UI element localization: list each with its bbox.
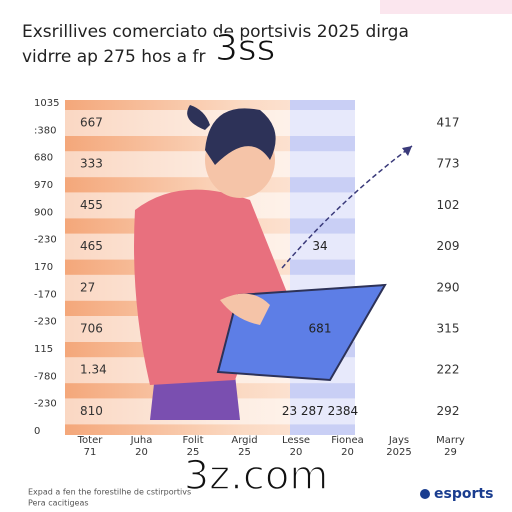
ponytail [187,105,210,130]
row-left: 1.34 [80,363,107,377]
axis-label: 170 [34,262,53,273]
column-label: Fionea [331,435,364,446]
hair [205,108,276,165]
axis-label: 680 [34,153,53,164]
footer-line: Pera cacitigeas [28,499,89,508]
column-label: Jays [388,435,409,446]
axis-label: -170 [34,289,57,300]
row-band [65,398,480,425]
column-sub: 25 [238,447,251,458]
column-sub: 2025 [386,447,411,458]
logo-icon [420,489,430,499]
row-left: 667 [80,116,103,130]
axis-label: :380 [34,125,56,136]
column-sub: 25 [187,447,200,458]
column-sub: 20 [290,447,303,458]
row-left: 455 [80,198,103,212]
column-sub: 20 [341,447,354,458]
row-left: 465 [80,239,103,253]
axis-label: -230 [34,317,57,328]
row-right: 290 [437,280,460,294]
title-line: Exsrillives comerciato de portsivis 2025… [22,22,409,42]
column-label: Toter [77,435,104,446]
column-label: Marry [436,435,465,446]
column-label: Lesse [282,435,310,446]
axis-label: 115 [34,344,53,355]
row-left: 27 [80,280,95,294]
axis-label: 970 [34,180,53,191]
title-line: vidrre ap 275 hos a fr [22,47,205,67]
watermark: 3z.com [184,453,329,499]
column-sub: 29 [444,447,457,458]
overlay-text: 3ss [215,28,275,69]
axis-label: -780 [34,371,57,382]
axis-label: 1035 [34,98,59,109]
trend-arrow [281,145,413,269]
top-stripes [380,0,512,14]
row-left: 333 [80,157,103,171]
illustration [134,105,413,420]
blue-column [290,100,355,435]
column-sub: 20 [135,447,148,458]
row-left: 706 [80,322,103,336]
arrow-head [402,146,412,156]
axis-label: 900 [34,207,53,218]
column-label: Juha [130,435,153,446]
row-right: 102 [437,198,460,212]
row-right: 222 [437,363,460,377]
hand [220,293,270,325]
logo: esports [434,486,493,502]
footer-line: Expad a fen the forestilhe de cstirporti… [28,488,191,497]
row-band [65,192,480,219]
row-right: 773 [437,157,460,171]
row-middle: 23 287 2384 [282,404,358,418]
row-middle: 681 [309,322,332,336]
column-sub: 71 [84,447,97,458]
axis-label: -230 [34,399,57,410]
column-label: Argid [231,435,257,446]
row-band [65,233,480,260]
row-middle: 34 [312,239,327,253]
row-right: 417 [437,116,460,130]
row-right: 292 [437,404,460,418]
row-right: 209 [437,239,460,253]
row-left: 810 [80,404,103,418]
column-label: Folit [183,435,204,446]
row-right: 315 [437,322,460,336]
axis-label: 0 [34,426,40,437]
axis-label: -230 [34,235,57,246]
